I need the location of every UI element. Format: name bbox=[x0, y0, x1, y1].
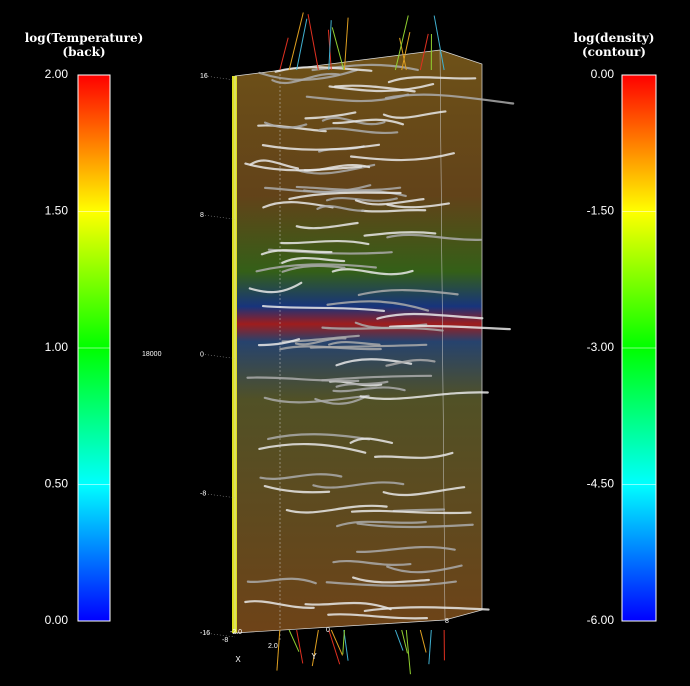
tick-label: 8 bbox=[445, 618, 449, 625]
colorbar-tick-label: 1.00 bbox=[45, 340, 69, 354]
colorbar-tick-label: 2.00 bbox=[45, 67, 69, 81]
colorbar-tick-label: 0.50 bbox=[45, 477, 69, 491]
colorbar-tick-label: 1.50 bbox=[45, 204, 69, 218]
colorbar-tick-label: 0.00 bbox=[45, 613, 69, 627]
z-tick-label: -8 bbox=[200, 491, 206, 498]
z-tick-label: -16 bbox=[200, 630, 210, 637]
tick-label: -2.0 bbox=[230, 629, 242, 636]
z-tick-label: 8 bbox=[200, 212, 204, 219]
colorbar-tick-label: 0.00 bbox=[591, 67, 615, 81]
colorbar-title: (contour) bbox=[582, 45, 646, 59]
tick-label: 2.0 bbox=[268, 643, 278, 650]
visualization: log(Temperature) (back) 2.001.501.000.50… bbox=[0, 0, 690, 686]
tick-label: 0 bbox=[326, 627, 330, 634]
volume-render bbox=[232, 12, 513, 674]
tick-label: -8 bbox=[222, 637, 228, 644]
colorbar-title: log(density) bbox=[574, 31, 655, 45]
colorbar-title: (back) bbox=[62, 45, 105, 59]
colorbar-tick-label: -4.50 bbox=[587, 477, 615, 491]
colorbar-tick-label: -3.00 bbox=[587, 340, 615, 354]
axis-label: X bbox=[235, 655, 241, 664]
colorbar-tick-label: -1.50 bbox=[587, 204, 615, 218]
z-tick-label: 16 bbox=[200, 73, 208, 80]
colorbar-title: log(Temperature) bbox=[25, 31, 144, 45]
time-label: 18000 bbox=[142, 351, 162, 358]
axis-label: Y bbox=[311, 652, 317, 661]
colorbar-tick-label: -6.00 bbox=[587, 613, 615, 627]
z-tick-label: 0 bbox=[200, 351, 204, 358]
